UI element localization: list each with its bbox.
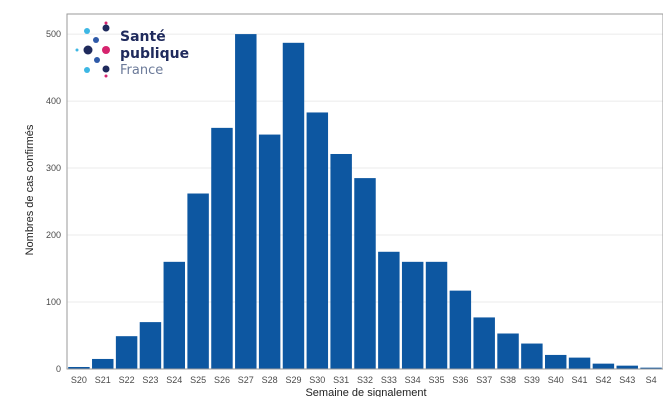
- logo-line1: Santé: [120, 29, 166, 45]
- x-tick-label: S34: [405, 375, 421, 385]
- x-tick-label: S41: [572, 375, 588, 385]
- bar-s24: [163, 261, 186, 369]
- bar-s30: [306, 112, 329, 369]
- x-tick-label: S21: [95, 375, 111, 385]
- x-tick-label: S31: [333, 375, 349, 385]
- x-tick-label: S26: [214, 375, 230, 385]
- x-tick-label: S30: [309, 375, 325, 385]
- bar-s32: [354, 178, 376, 369]
- x-tick-label: S25: [190, 375, 206, 385]
- y-tick-label: 500: [46, 29, 61, 39]
- x-tick-label: S42: [595, 375, 611, 385]
- bar-s36: [449, 290, 472, 369]
- bar-s42: [592, 363, 615, 369]
- x-tick-label: S20: [71, 375, 87, 385]
- x-ticks: S20 S21 S22 S23 S24 S25 S26 S27 S28 S29 S30 S31 S32 S…: [71, 375, 657, 385]
- bar-s28: [258, 134, 281, 369]
- logo-dots-icon: [75, 21, 110, 78]
- plot-frame: [66, 13, 663, 370]
- bar-s29: [282, 42, 305, 370]
- bar-s23: [139, 322, 162, 369]
- x-tick-label: S4: [646, 375, 657, 385]
- y-tick-label: 200: [46, 230, 61, 240]
- bar-s33: [378, 251, 400, 369]
- x-tick-label: S24: [166, 375, 182, 385]
- x-tick-label: S39: [524, 375, 540, 385]
- x-tick-label: S32: [357, 375, 373, 385]
- bar-s35: [425, 261, 448, 369]
- x-tick-label: S29: [285, 375, 301, 385]
- bar-s20: [68, 366, 90, 369]
- y-tick-label: 0: [56, 364, 61, 374]
- bar-s34: [401, 261, 424, 369]
- x-tick-label: S43: [619, 375, 635, 385]
- bar-s31: [330, 153, 352, 369]
- bar-s40: [544, 354, 567, 369]
- bar-s26: [211, 127, 233, 370]
- x-tick-label: S36: [452, 375, 468, 385]
- x-tick-label: S28: [262, 375, 278, 385]
- x-tick-label: S33: [381, 375, 397, 385]
- bar-s27: [235, 34, 257, 370]
- bar-s37: [473, 317, 495, 369]
- x-tick-label: S35: [429, 375, 445, 385]
- santé-publique-france-logo: Santé publique France: [75, 21, 189, 78]
- logo-line3: France: [120, 63, 163, 78]
- bar-s38: [497, 333, 519, 369]
- x-tick-label: S22: [119, 375, 135, 385]
- logo-line2: publique: [120, 46, 189, 62]
- y-tick-label: 100: [46, 297, 61, 307]
- bar-s44: [640, 367, 662, 369]
- bar-s25: [187, 193, 209, 369]
- bar-s21: [92, 358, 114, 369]
- y-axis-title: Nombres de cas confirmés: [24, 124, 36, 255]
- y-tick-label: 400: [46, 96, 61, 106]
- x-axis-title: Semaine de signalement: [305, 387, 426, 397]
- bar-s22: [115, 336, 138, 369]
- x-tick-label: S37: [476, 375, 492, 385]
- y-ticks: 0 100 200 300 400 500: [46, 29, 61, 374]
- x-tick-label: S23: [142, 375, 158, 385]
- y-tick-label: 300: [46, 163, 61, 173]
- bar-s39: [521, 343, 543, 369]
- bars: [68, 34, 662, 370]
- x-tick-label: S40: [548, 375, 564, 385]
- x-tick-label: S27: [238, 375, 254, 385]
- bar-s41: [568, 357, 591, 369]
- x-tick-label: S38: [500, 375, 516, 385]
- bar-s43: [616, 365, 638, 369]
